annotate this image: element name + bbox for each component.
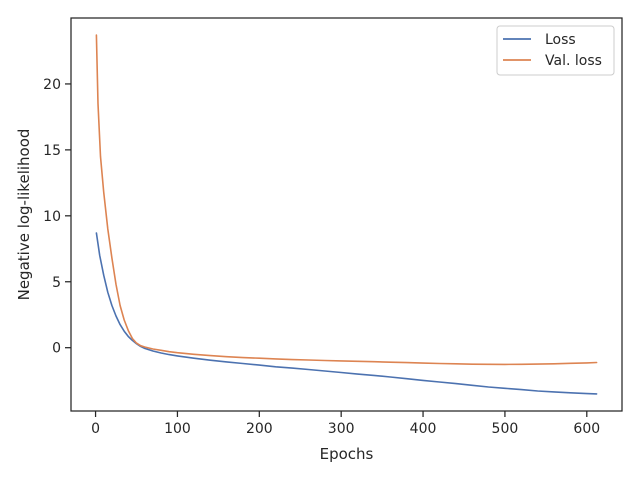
series-line-loss bbox=[95, 232, 598, 395]
legend-label: Loss bbox=[545, 32, 576, 48]
legend-label: Val. loss bbox=[545, 53, 602, 69]
series-layer bbox=[95, 34, 598, 395]
x-tick-label: 0 bbox=[91, 421, 100, 437]
y-tick-label: 0 bbox=[52, 341, 61, 357]
x-tick-label: 300 bbox=[328, 421, 355, 437]
y-tick-label: 20 bbox=[43, 77, 61, 93]
x-tick-label: 600 bbox=[573, 421, 600, 437]
y-tick-label: 10 bbox=[43, 209, 61, 225]
plot-frame bbox=[70, 17, 623, 412]
x-tick-label: 200 bbox=[246, 421, 273, 437]
series-line-val-loss bbox=[95, 34, 598, 366]
y-axis: 0 5 10 15 20 bbox=[43, 77, 71, 357]
y-tick-label: 5 bbox=[52, 275, 61, 291]
x-axis-label: Epochs bbox=[320, 445, 374, 463]
x-tick-label: 500 bbox=[492, 421, 519, 437]
y-tick-label: 15 bbox=[43, 143, 61, 159]
legend: Loss Val. loss bbox=[496, 25, 615, 76]
y-axis-label: Negative log-likelihood bbox=[15, 129, 33, 301]
x-axis: 0 100 200 300 400 500 600 bbox=[91, 411, 600, 437]
x-tick-label: 400 bbox=[410, 421, 437, 437]
x-tick-label: 100 bbox=[164, 421, 191, 437]
